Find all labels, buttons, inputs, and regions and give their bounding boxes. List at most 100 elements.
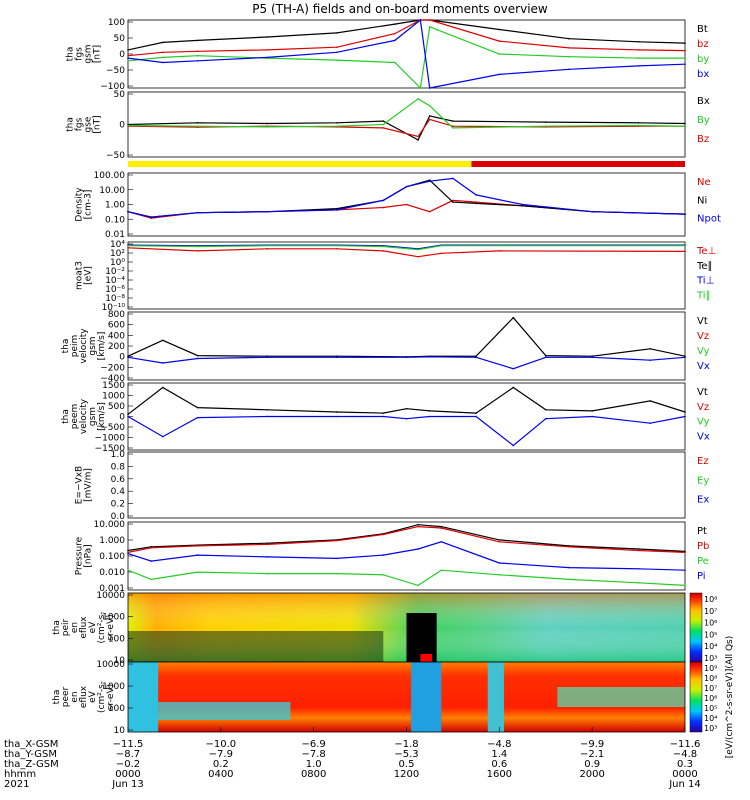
point-Vt xyxy=(382,412,385,414)
point-Pi xyxy=(684,569,686,572)
legend-Bt: Bt xyxy=(697,24,708,35)
point-Vt xyxy=(428,410,431,412)
xtick-label: −5.3 xyxy=(394,749,418,760)
colorbar-tick: 10⁹ xyxy=(704,664,717,673)
xtick-label: 0.6 xyxy=(491,759,507,770)
point-Pt xyxy=(127,549,129,552)
point-by xyxy=(336,59,338,61)
point-Vt xyxy=(336,411,338,413)
xtick-label: 0400 xyxy=(208,769,233,780)
point-bz xyxy=(127,54,129,57)
point-By xyxy=(266,126,269,128)
point-By xyxy=(127,124,129,127)
point-Ti∥ xyxy=(336,244,338,247)
xtick-label: −7.8 xyxy=(302,749,326,760)
ylabel-line: tha xyxy=(61,339,71,354)
colorbar-tick: 10⁵ xyxy=(704,704,717,713)
ylabel-line: gse xyxy=(84,116,94,132)
point-Ne xyxy=(475,201,477,203)
point-Vx xyxy=(336,415,338,418)
series-Npot xyxy=(127,177,686,218)
point-Npot xyxy=(196,211,199,214)
peir-low-energy-dark xyxy=(128,631,384,662)
point-Vx xyxy=(127,415,129,418)
point-Te⊥ xyxy=(440,252,443,255)
point-Pe xyxy=(684,584,686,587)
point-By xyxy=(452,127,454,129)
series-Pe xyxy=(127,569,686,587)
point-Npot xyxy=(127,210,129,213)
ytick-label: 10⁻⁸ xyxy=(105,294,125,304)
ytick-label: 10 xyxy=(114,656,126,666)
ylabel-line: tha xyxy=(66,117,76,132)
colorbar-tick: 10⁸ xyxy=(704,674,717,683)
ytick-label: 1000 xyxy=(102,613,125,623)
legend-Vx: Vx xyxy=(697,431,710,442)
point-Vt xyxy=(684,411,686,413)
point-by xyxy=(394,61,396,64)
point-Ti∥ xyxy=(196,245,199,248)
ytick-label: −1500 xyxy=(95,444,126,454)
point-Pe xyxy=(637,581,640,584)
point-Bt xyxy=(498,28,501,31)
point-Pb xyxy=(684,551,686,554)
point-by xyxy=(162,56,164,59)
ylabel-line: sr-eV) xyxy=(106,684,116,710)
point-Npot xyxy=(684,213,686,215)
ylabel-line: fgs xyxy=(75,47,85,61)
point-Pe xyxy=(150,578,153,581)
peer-gap xyxy=(411,662,442,732)
panel-frame xyxy=(127,91,686,158)
point-Pb xyxy=(417,525,419,528)
point-Bt xyxy=(417,139,419,141)
point-Vx xyxy=(649,359,651,361)
ylabel-line: en xyxy=(70,691,80,702)
xaxis-row-label: tha_X-GSM xyxy=(4,739,58,750)
ytick-label: 0 xyxy=(119,413,125,423)
xtick-label: −11.6 xyxy=(670,739,701,750)
point-Pb xyxy=(127,551,129,554)
legend-Bx: Bx xyxy=(697,96,710,107)
ylabel-line: tha xyxy=(66,47,76,62)
point-Bt xyxy=(162,41,164,44)
ytick-label: 50 xyxy=(114,34,126,44)
series-bz xyxy=(127,19,686,57)
ytick-label: −500 xyxy=(100,423,125,433)
point-Bt xyxy=(266,36,269,38)
point-Pi xyxy=(382,554,385,556)
ytick-label: 0 xyxy=(119,353,125,363)
ytick-label: 0 xyxy=(119,50,125,60)
point-Ne xyxy=(428,210,431,213)
point-Bt xyxy=(428,115,431,117)
legend-Pb: Pb xyxy=(697,541,709,552)
point-by xyxy=(428,26,431,28)
point-Bt xyxy=(544,121,547,123)
ylabel-line: gsm xyxy=(88,336,98,355)
legend-Vt: Vt xyxy=(697,387,708,398)
ytick-label: 10 xyxy=(114,726,126,736)
point-By xyxy=(196,125,199,128)
point-Bt xyxy=(684,42,686,44)
point-Ti∥ xyxy=(266,244,269,247)
ytick-label: 10⁰ xyxy=(110,258,125,268)
point-by xyxy=(419,87,422,89)
peer-band-mid xyxy=(487,662,504,732)
xtick-label: 0.9 xyxy=(584,759,600,770)
point-Bt xyxy=(394,23,396,25)
panel-frame xyxy=(127,19,686,89)
point-Pi xyxy=(637,567,640,570)
point-Vt xyxy=(512,316,515,319)
point-Pt xyxy=(498,539,501,541)
ytick-label: 1.00 xyxy=(105,201,125,211)
point-Te⊥ xyxy=(417,255,419,258)
peir-dropout xyxy=(406,613,437,662)
xtick-label: 1600 xyxy=(487,769,512,780)
point-Npot xyxy=(336,209,338,211)
peir-red-patch xyxy=(420,654,433,662)
point-Ti∥ xyxy=(684,244,686,247)
point-Vx xyxy=(475,415,477,418)
point-bx xyxy=(336,51,338,54)
point-Pb xyxy=(568,545,570,548)
point-Ti∥ xyxy=(417,248,419,251)
